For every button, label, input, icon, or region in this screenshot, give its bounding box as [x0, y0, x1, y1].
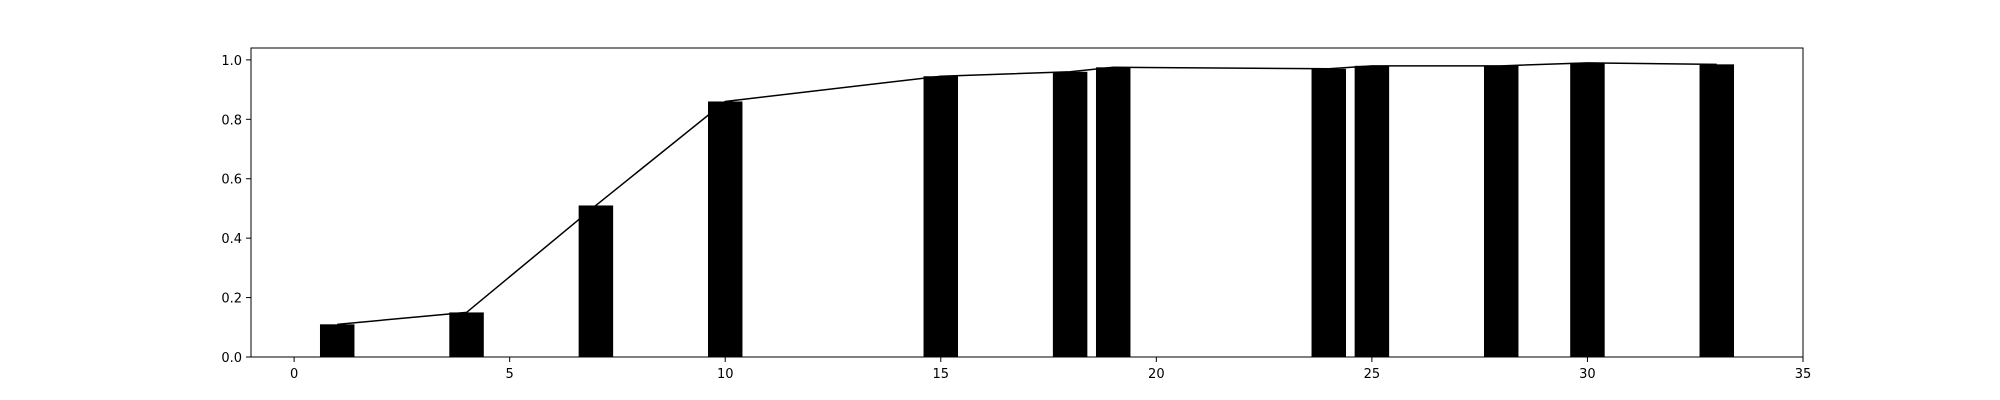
x-tick-label: 15 — [933, 367, 950, 382]
bar-15 — [923, 76, 959, 358]
x-tick-label: 10 — [717, 367, 734, 382]
bar-10 — [707, 101, 743, 357]
x-tick-label: 35 — [1795, 367, 1812, 382]
x-axis-ticks: 0 5 10 15 20 25 30 35 — [290, 357, 1811, 382]
bar-33 — [1699, 64, 1735, 358]
x-tick-label: 0 — [290, 367, 298, 382]
bars-group — [319, 62, 1735, 358]
y-tick-label: 1.0 — [221, 54, 242, 69]
bar-4 — [449, 312, 484, 357]
x-tick-label: 20 — [1148, 367, 1165, 382]
y-tick-label: 0.0 — [221, 351, 242, 366]
y-tick-label: 0.2 — [221, 292, 242, 307]
bar-7 — [578, 205, 614, 357]
y-axis-ticks: 0.0 0.2 0.4 0.6 0.8 1.0 — [221, 54, 251, 366]
x-tick-label: 25 — [1364, 367, 1381, 382]
bar-1 — [319, 324, 355, 357]
bar-30 — [1570, 62, 1605, 357]
x-tick-label: 5 — [506, 367, 514, 382]
bar-19 — [1095, 67, 1131, 357]
x-tick-label: 30 — [1579, 367, 1596, 382]
y-tick-label: 0.4 — [221, 232, 242, 247]
bar-18 — [1052, 71, 1088, 358]
y-tick-label: 0.8 — [221, 113, 242, 128]
bar-24 — [1311, 68, 1347, 357]
bar-28 — [1483, 65, 1519, 358]
bar-25 — [1354, 65, 1390, 358]
trend-line — [337, 62, 1717, 326]
y-tick-label: 0.6 — [221, 173, 242, 188]
plot-area-frame — [250, 47, 1804, 358]
